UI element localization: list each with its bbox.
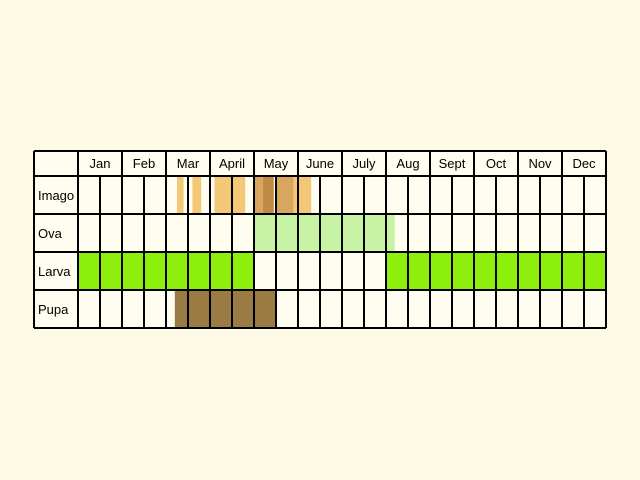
imago-period-8 (293, 176, 312, 214)
ova-period-1 (254, 214, 395, 252)
row-label-imago: Imago (38, 188, 74, 203)
imago-period-3 (214, 176, 246, 214)
imago-period-4 (254, 176, 263, 214)
month-header: Aug (396, 156, 419, 171)
activity-bars (78, 176, 606, 328)
month-header: Jan (90, 156, 111, 171)
month-header: July (352, 156, 376, 171)
month-header: Nov (528, 156, 552, 171)
month-header: June (306, 156, 334, 171)
month-header: Feb (133, 156, 155, 171)
imago-period-5 (262, 176, 274, 214)
imago-period-2 (192, 176, 202, 214)
month-header: Mar (177, 156, 200, 171)
row-label-pupa: Pupa (38, 302, 69, 317)
imago-period-7 (276, 176, 294, 214)
month-header: Sept (439, 156, 466, 171)
row-label-larva: Larva (38, 264, 71, 279)
labels: Jan Feb Mar April May June July Aug Sept Oct Nov De… (38, 156, 596, 317)
imago-period-1 (177, 176, 184, 214)
month-header: Oct (486, 156, 507, 171)
month-header: Dec (572, 156, 596, 171)
month-header: April (219, 156, 245, 171)
row-label-ova: Ova (38, 226, 63, 241)
pupa-period-1 (174, 290, 276, 328)
month-header: May (264, 156, 289, 171)
grid-lines (33, 150, 607, 329)
